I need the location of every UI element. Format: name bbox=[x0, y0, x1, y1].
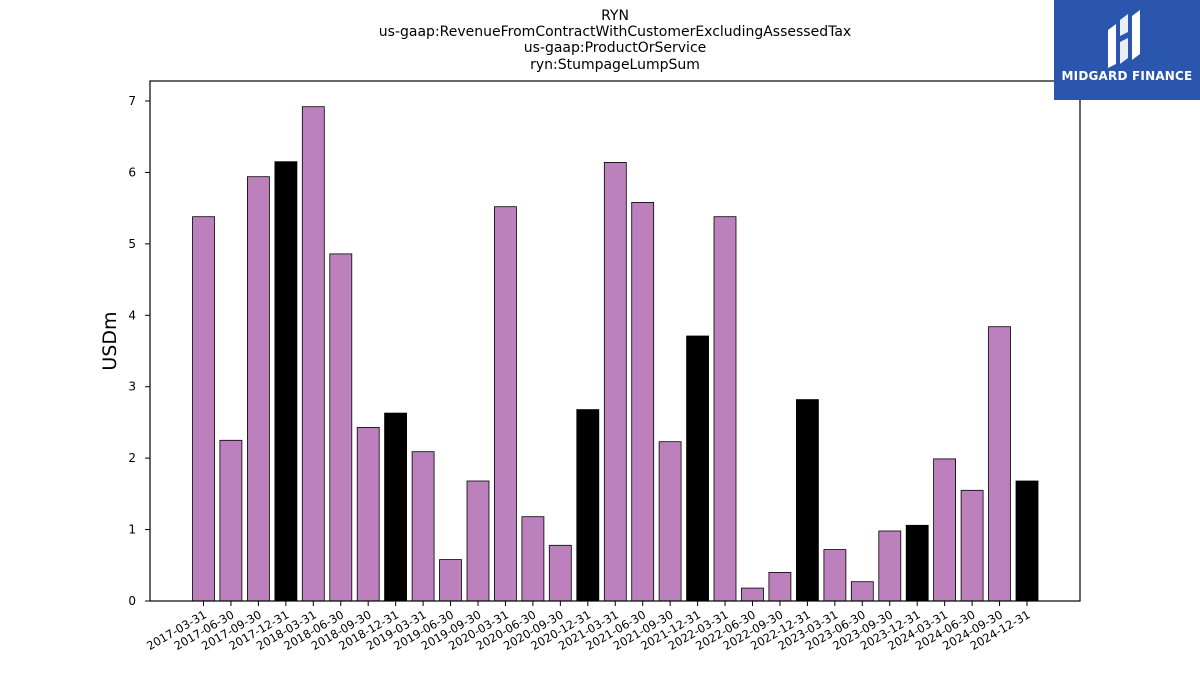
bar-2020-09-30 bbox=[548, 544, 572, 602]
bar-2019-06-30 bbox=[439, 559, 462, 602]
bar-2024-06-30 bbox=[960, 489, 984, 602]
y-tick-label: 4 bbox=[128, 308, 136, 322]
y-tick-label: 0 bbox=[128, 594, 136, 608]
plot-frame bbox=[149, 80, 1081, 602]
bar-2023-03-31 bbox=[823, 549, 847, 602]
y-tick-label: 5 bbox=[128, 237, 136, 251]
bar-2020-12-31 bbox=[576, 409, 600, 602]
y-tick-label: 1 bbox=[128, 523, 136, 537]
bar-2017-12-31 bbox=[274, 161, 298, 602]
bar-2018-06-30 bbox=[329, 253, 353, 602]
chart-title-member: ryn:StumpageLumpSum bbox=[530, 57, 700, 73]
bar-2023-09-30 bbox=[878, 530, 902, 602]
bar-2017-09-30 bbox=[246, 176, 270, 602]
bars-group bbox=[192, 106, 1039, 602]
bar-2023-12-31 bbox=[905, 524, 929, 602]
bar-2018-09-30 bbox=[356, 426, 380, 602]
y-tick-label: 3 bbox=[128, 380, 136, 394]
bar-2021-06-30 bbox=[631, 201, 655, 602]
bar-2024-03-31 bbox=[933, 458, 956, 602]
bar-2019-09-30 bbox=[466, 480, 490, 602]
y-tick-label: 7 bbox=[128, 94, 136, 108]
bar-2017-03-31 bbox=[192, 216, 215, 602]
bar-2022-06-30 bbox=[741, 587, 764, 602]
bar-2023-06-30 bbox=[850, 581, 874, 602]
bar-2020-03-31 bbox=[493, 206, 517, 602]
bar-2022-03-31 bbox=[713, 216, 737, 602]
y-axis-label: USDm bbox=[99, 311, 121, 370]
bar-2021-03-31 bbox=[603, 161, 627, 602]
logo-text: MIDGARD FINANCE bbox=[1061, 69, 1193, 83]
bar-2021-12-31 bbox=[686, 335, 709, 602]
x-axis-ticks: 2017-03-312017-06-302017-09-302017-12-31… bbox=[144, 601, 1033, 653]
y-axis-ticks: 0 1 2 3 4 5 6 7 bbox=[128, 94, 150, 608]
y-tick-label: 2 bbox=[128, 451, 136, 465]
bar-2022-09-30 bbox=[768, 572, 792, 602]
bar-2024-09-30 bbox=[988, 326, 1011, 602]
midgard-logo-icon bbox=[1108, 10, 1140, 68]
bar-2024-12-31 bbox=[1015, 480, 1039, 602]
chart-title-concept: us-gaap:RevenueFromContractWithCustomerE… bbox=[378, 24, 852, 40]
bar-2017-06-30 bbox=[219, 439, 243, 602]
bar-2018-03-31 bbox=[301, 106, 325, 602]
chart-title-ticker: RYN bbox=[601, 8, 629, 24]
bar-2018-12-31 bbox=[384, 412, 408, 602]
y-tick-label: 6 bbox=[128, 165, 136, 179]
bar-2020-06-30 bbox=[521, 516, 545, 602]
midgard-finance-logo: MIDGARD FINANCE bbox=[1054, 0, 1200, 100]
bar-2021-09-30 bbox=[658, 441, 682, 602]
bar-2019-03-31 bbox=[411, 451, 435, 602]
bar-2022-12-31 bbox=[796, 399, 819, 602]
chart-title-axis: us-gaap:ProductOrService bbox=[523, 40, 707, 56]
